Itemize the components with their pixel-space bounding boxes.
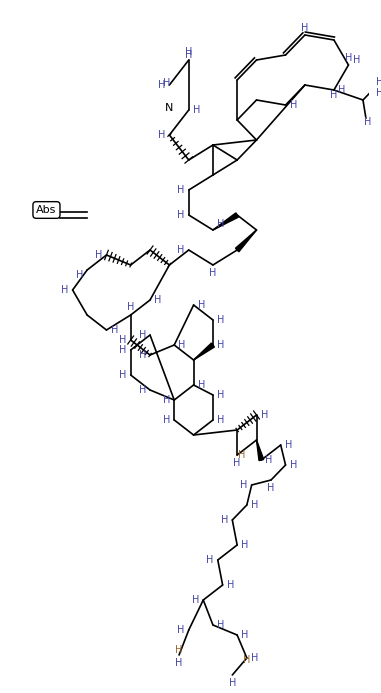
Text: H: H (217, 415, 224, 425)
Text: H: H (154, 295, 162, 305)
Text: H: H (177, 210, 185, 220)
Polygon shape (256, 440, 264, 461)
Text: H: H (290, 100, 297, 110)
Text: H: H (207, 555, 214, 565)
Text: H: H (240, 480, 248, 490)
Text: H: H (217, 315, 224, 325)
Text: H: H (177, 245, 185, 255)
Text: H: H (330, 90, 338, 100)
Text: H: H (338, 85, 345, 95)
Text: H: H (267, 483, 275, 493)
Text: H: H (175, 658, 183, 668)
Text: H: H (241, 540, 248, 550)
Text: H: H (290, 460, 297, 470)
Text: H: H (185, 47, 192, 57)
Polygon shape (194, 343, 215, 360)
Text: H: H (229, 678, 236, 688)
Text: H: H (266, 455, 273, 465)
Text: H: H (163, 415, 170, 425)
Text: H: H (61, 285, 69, 295)
Text: H: H (364, 117, 371, 127)
Polygon shape (213, 213, 239, 230)
Text: H: H (139, 385, 146, 395)
Text: H: H (217, 620, 224, 630)
Text: H: H (217, 390, 224, 400)
Text: H: H (238, 450, 246, 460)
Text: H: H (119, 345, 126, 355)
Text: H: H (119, 335, 126, 345)
Text: H: H (221, 515, 228, 525)
Text: H: H (234, 458, 241, 468)
Text: H: H (217, 219, 224, 229)
Text: H: H (163, 395, 170, 405)
Text: H: H (352, 55, 360, 65)
Text: H: H (185, 50, 192, 60)
Text: H: H (345, 53, 352, 63)
Text: H: H (139, 330, 146, 340)
Text: H: H (192, 595, 199, 605)
Text: H: H (251, 653, 258, 663)
Text: H: H (243, 655, 251, 665)
Text: H: H (76, 270, 83, 280)
Text: H: H (227, 580, 234, 590)
Text: H: H (158, 80, 165, 90)
Text: H: H (193, 105, 200, 115)
Text: H: H (241, 630, 248, 640)
Text: H: H (209, 268, 217, 278)
Text: H: H (175, 645, 183, 655)
Text: H: H (127, 302, 134, 312)
Text: H: H (110, 325, 118, 335)
Text: H: H (376, 88, 381, 98)
Text: Abs: Abs (36, 205, 57, 215)
Text: H: H (95, 250, 102, 260)
Polygon shape (235, 230, 256, 252)
Text: H: H (285, 440, 292, 450)
Text: H: H (217, 340, 224, 350)
Text: H: H (301, 23, 309, 33)
Text: H: H (139, 350, 146, 360)
Text: H: H (177, 185, 185, 195)
Text: H: H (198, 300, 205, 310)
Text: H: H (177, 625, 185, 635)
Text: H: H (178, 340, 186, 350)
Text: H: H (119, 370, 126, 380)
Text: H: H (198, 380, 205, 390)
Text: H: H (158, 130, 165, 140)
Text: N: N (165, 103, 174, 113)
Text: H: H (261, 410, 268, 420)
Text: H: H (251, 500, 258, 510)
Text: H: H (163, 78, 170, 88)
Text: H: H (376, 77, 381, 87)
